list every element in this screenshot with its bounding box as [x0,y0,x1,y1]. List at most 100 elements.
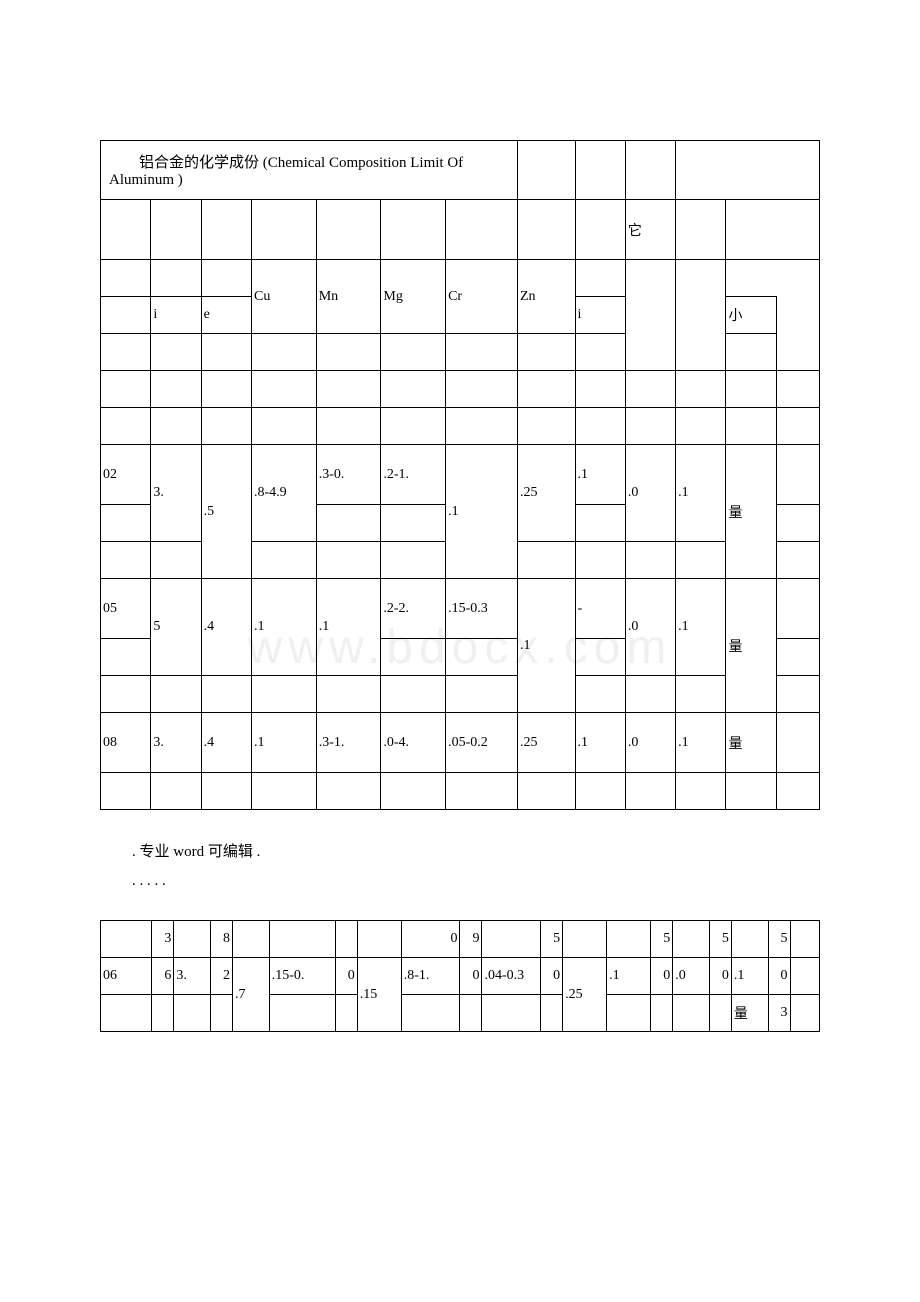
empty-cell [381,773,446,810]
cell-o1: .0 [625,445,675,542]
empty-cell [251,408,316,445]
empty-cell [381,639,446,676]
cell-cr: .04-0.3 [482,958,541,995]
empty-cell [381,505,446,542]
empty-cell [726,371,776,408]
empty-cell [790,995,819,1032]
empty-cell [316,371,381,408]
empty-cell [790,958,819,995]
empty-cell [201,371,251,408]
empty-cell [335,995,357,1032]
empty-cell [676,676,726,713]
cell-liang: 量 [731,995,768,1032]
cell-si: 5 [151,579,201,676]
empty-cell [673,995,710,1032]
empty-cell [651,995,673,1032]
empty-cell [201,260,251,297]
empty-cell [517,773,575,810]
empty-cell [211,995,233,1032]
cell-si: 3. [174,958,211,995]
empty-cell [201,334,251,371]
empty-cell [575,542,625,579]
empty-cell [101,676,151,713]
empty-cell [607,995,651,1032]
empty-cell [563,921,607,958]
empty-cell [316,505,381,542]
frag: 5 [768,921,790,958]
header-cr: Cr [446,260,518,334]
cell-o2: .1 [731,958,768,995]
empty-cell [517,200,575,260]
empty-cell [151,200,201,260]
empty-cell [381,542,446,579]
empty-cell [151,334,201,371]
empty-cell [101,639,151,676]
frag: 5 [541,921,563,958]
cell-o2: .1 [676,445,726,542]
cell-o2: .1 [676,579,726,676]
empty-cell [726,773,776,810]
composition-table-1: 铝合金的化学成份 (Chemical Composition Limit Of … [100,140,820,810]
empty-cell [541,995,563,1032]
cell-cu: .15-0. [269,958,335,995]
empty-cell [151,676,201,713]
empty-cell [251,773,316,810]
empty-cell [446,371,518,408]
cell-mn: .3-1. [316,713,381,773]
empty-cell [381,408,446,445]
cell-mn: .1 [316,579,381,676]
empty-cell [151,371,201,408]
empty-cell [790,921,819,958]
empty-cell [776,371,819,408]
frag: 5 [709,921,731,958]
empty-cell [251,371,316,408]
frag: 0 [335,958,357,995]
empty-cell [625,676,675,713]
header-other: 它 [625,200,675,260]
frag: 0 [768,958,790,995]
empty-cell [101,200,151,260]
empty-cell [726,334,776,371]
empty-cell [776,542,819,579]
cell-fe: .5 [201,445,251,579]
empty-cell [446,334,518,371]
table-title: 铝合金的化学成份 (Chemical Composition Limit Of … [101,141,518,200]
cell-ti: .1 [575,713,625,773]
footer-dots: . . . . . [100,861,820,920]
empty-cell [575,676,625,713]
empty-cell [517,334,575,371]
cell-liang: 量 [726,713,776,773]
cell-zn: .25 [517,713,575,773]
cell-mg: .2-1. [381,445,446,505]
empty-cell [446,639,518,676]
frag: 0 [541,958,563,995]
empty-cell [401,995,460,1032]
empty-cell [776,579,819,639]
cell-o1: .0 [625,713,675,773]
header-xiao: 小 [726,297,776,334]
empty-cell [357,921,401,958]
empty-cell [101,371,151,408]
frag: 2 [211,958,233,995]
cell-mg: .0-4. [381,713,446,773]
empty-cell [251,676,316,713]
empty-cell [101,334,151,371]
cell-fe: .4 [201,579,251,676]
cell-ti: .1 [575,445,625,505]
empty-cell [316,334,381,371]
composition-table-2: 3 8 0 9 5 5 5 5 06 6 3. 2 .7 .15-0 [100,920,820,1032]
empty-cell [269,995,335,1032]
cell-cr: .1 [446,445,518,579]
empty-cell [152,995,174,1032]
empty-cell [101,542,151,579]
empty-cell [460,995,482,1032]
empty-cell [316,408,381,445]
empty-cell [101,921,152,958]
empty-cell [151,542,201,579]
frag: 0 [709,958,731,995]
empty-cell [726,260,776,297]
empty-cell [101,408,151,445]
cell-cu: .1 [251,713,316,773]
empty-cell [517,141,575,200]
cell-code: 08 [101,713,151,773]
